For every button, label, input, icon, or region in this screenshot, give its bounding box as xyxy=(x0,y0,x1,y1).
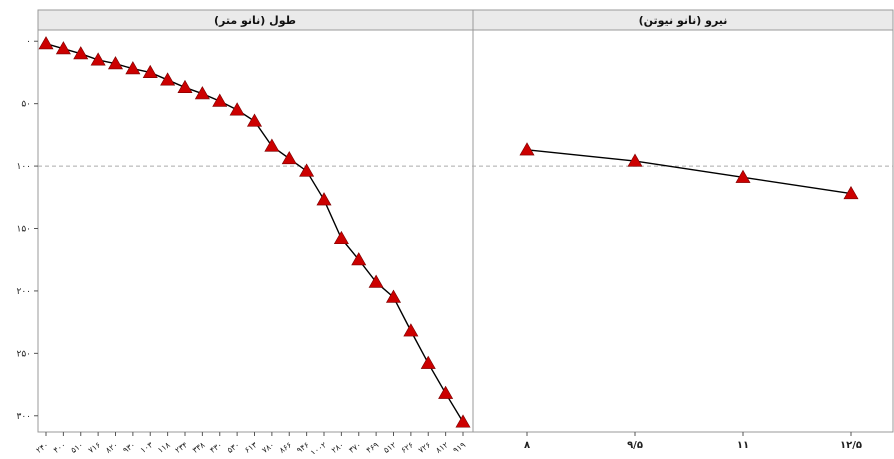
x-tick-label: ۷۱۶ xyxy=(87,440,103,454)
data-point xyxy=(281,150,297,165)
x-tick-label: ۵۱۰ xyxy=(69,440,85,454)
data-point xyxy=(142,64,158,78)
data-point xyxy=(177,79,193,93)
y-tick-label: ۰ xyxy=(26,37,31,47)
data-point xyxy=(73,46,89,60)
x-tick-label: ۱۰۳ xyxy=(139,440,155,454)
x-tick-label: ۸ xyxy=(524,440,530,451)
data-point xyxy=(316,192,332,206)
data-point xyxy=(438,385,454,399)
data-point xyxy=(125,61,141,75)
x-tick-label: ۷۲۶ xyxy=(417,440,433,454)
y-tick-label: ۳۰۰ xyxy=(16,412,31,422)
data-point xyxy=(264,138,280,152)
data-point xyxy=(420,355,436,369)
data-point xyxy=(455,414,471,428)
x-tick-label: ۴۰۰ xyxy=(52,440,68,454)
x-tick-label: ۶۲۶ xyxy=(399,440,415,454)
y-tick-label: ۲۰۰ xyxy=(16,287,31,297)
data-point xyxy=(246,113,263,127)
data-point xyxy=(735,169,751,183)
x-tick-label: ۴۳۰ xyxy=(208,440,224,454)
panel-title-left: طول (نانو متر) xyxy=(214,14,296,27)
x-tick-label: ۹/۵ xyxy=(627,440,643,451)
data-point xyxy=(627,153,643,167)
x-tick-label: ۵۳۰ xyxy=(226,440,242,454)
y-tick-label: ۱۵۰ xyxy=(16,225,31,235)
x-tick-label: ۱۰۰۲ xyxy=(309,440,328,454)
panel-right-plot: ۸ ۹/۵ ۱۱ ۱۲/۵ xyxy=(519,142,862,451)
x-tick-label: ۷۸۰ xyxy=(260,440,276,454)
data-point xyxy=(403,323,419,337)
panel-header-right xyxy=(473,10,893,30)
data-point xyxy=(229,102,245,116)
x-tick-label: ۹۳۰ xyxy=(121,440,137,454)
x-tick-label: ۹۱۹ xyxy=(451,440,467,454)
data-point xyxy=(107,56,124,70)
panel-title-right: نیرو (نانو نیوتن) xyxy=(639,14,728,27)
x-tick-label: ۲۴۰ xyxy=(34,440,50,454)
x-tick-label: ۳۷۰ xyxy=(347,440,363,454)
x-tick-label: ۸۱۲ xyxy=(434,440,450,454)
x-tick-label: ۸۶۶ xyxy=(278,440,294,454)
y-tick-label: ۲۵۰ xyxy=(16,349,31,359)
x-tick-label: ۱۲/۵ xyxy=(840,440,862,451)
data-point xyxy=(351,252,367,266)
x-tick-label: ۱۱ xyxy=(737,440,749,451)
data-point xyxy=(55,41,71,55)
data-point xyxy=(160,72,176,86)
data-point xyxy=(212,93,228,107)
plot-frame xyxy=(37,9,894,433)
x-tick-label: ۶۱۳ xyxy=(243,440,259,454)
y-axis: ۰ ۵۰ ۱۰۰ ۱۵۰ ۲۰۰ ۲۵۰ ۳۰۰ xyxy=(16,37,38,422)
x-tick-label: ۲۳۴ xyxy=(173,440,189,454)
panel-header-left xyxy=(38,10,473,30)
x-tick-label: ۱۱۸ xyxy=(156,440,172,454)
frame xyxy=(37,9,894,433)
data-point xyxy=(333,230,349,245)
x-tick-label: ۲۸۰ xyxy=(330,440,346,454)
y-tick-label: ۵۰ xyxy=(21,100,31,110)
data-point xyxy=(519,142,535,156)
x-tick-label: ۴۶۹ xyxy=(365,440,381,454)
data-point xyxy=(843,185,859,200)
data-point xyxy=(299,163,315,177)
panel-left-plot: ۲۴۰ ۴۰۰ ۵۱۰ ۷۱۶ ۸۲۰ ۹۳۰ ۱۰۳ ۱۱۸ ۲۳۴ ۳۳۸ ۴۳۰ ۵۳۰ ۶۱۳ ۷… xyxy=(34,36,471,457)
data-point xyxy=(385,289,402,303)
series-line xyxy=(526,149,852,195)
x-tick-label: ۸۲۰ xyxy=(104,440,120,454)
data-point xyxy=(368,274,384,288)
series-line xyxy=(45,43,464,423)
data-point xyxy=(90,52,106,66)
data-point xyxy=(194,86,210,100)
x-tick-label: ۵۱۲ xyxy=(382,440,398,454)
x-tick-label: ۳۳۸ xyxy=(191,440,207,454)
y-tick-label: ۱۰۰ xyxy=(16,162,31,172)
x-tick-label: ۹۴۶ xyxy=(295,440,311,454)
data-point xyxy=(38,36,54,50)
